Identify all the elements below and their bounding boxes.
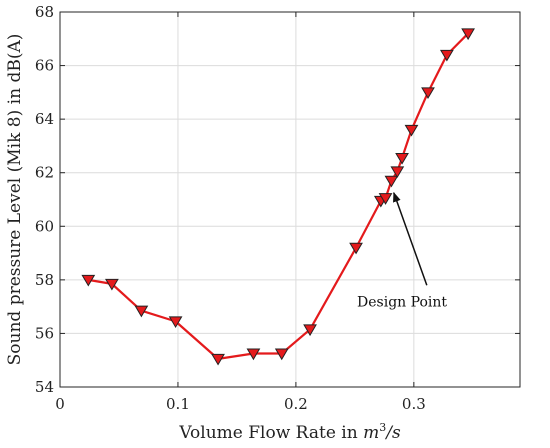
data-point (211, 353, 225, 366)
data-point (274, 348, 289, 361)
data-point (246, 348, 261, 361)
x-axis-label-suffix: /s (384, 423, 401, 443)
data-point (421, 87, 435, 100)
data-point (81, 274, 96, 287)
y-tick-label: 60 (35, 217, 54, 235)
y-axis-label: Sound pressure Level (Mik 8) in dB(A) (5, 34, 25, 366)
x-tick-label: 0.1 (166, 395, 190, 413)
axis-ticks (59, 11, 520, 388)
data-point (404, 124, 419, 137)
x-axis-label-exp: 3 (379, 421, 386, 434)
data-point (390, 166, 405, 179)
annotations: Design Point (357, 191, 447, 311)
data-point (105, 278, 119, 291)
tick-labels: 0 0.1 0.2 0.3 54 56 58 60 62 64 66 68 (35, 3, 426, 413)
y-tick-label: 56 (35, 324, 54, 342)
data-point (134, 305, 149, 318)
annotation-label: Design Point (357, 295, 447, 311)
grid-lines (60, 12, 520, 387)
series-line (88, 32, 469, 360)
data-point (349, 242, 363, 255)
y-tick-label: 64 (35, 110, 54, 128)
x-tick-label: 0.3 (402, 395, 426, 413)
y-tick-label: 54 (35, 378, 54, 396)
plot-frame (59, 11, 521, 388)
y-tick-label: 66 (35, 57, 54, 75)
annotation-arrow (393, 191, 428, 286)
data-point (303, 324, 317, 337)
x-axis-label: Volume Flow Rate in m3/s (178, 421, 401, 443)
data-point (168, 316, 183, 329)
series (81, 28, 475, 366)
y-tick-label: 62 (35, 164, 54, 182)
data-point (378, 193, 393, 205)
x-tick-label: 0 (55, 395, 65, 413)
y-tick-label: 58 (35, 271, 54, 289)
data-point (461, 28, 475, 41)
x-axis-label-prefix: Volume Flow Rate in (178, 423, 363, 443)
x-tick-label: 0.2 (284, 395, 308, 413)
data-point (395, 152, 409, 165)
y-tick-label: 68 (35, 3, 54, 21)
data-point (384, 175, 399, 188)
data-point (439, 49, 454, 62)
x-axis-label-m: m (363, 423, 379, 443)
